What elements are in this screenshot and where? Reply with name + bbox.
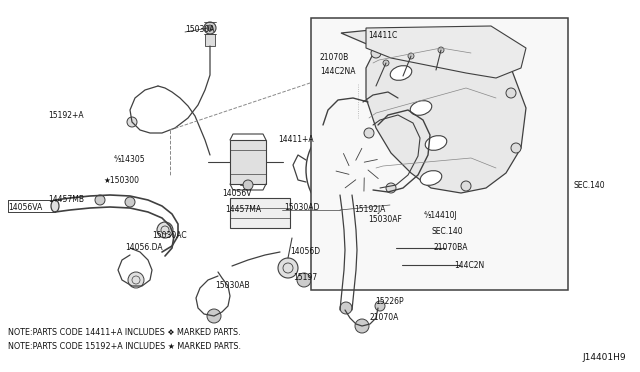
Text: 14056.DA: 14056.DA [125, 244, 163, 253]
Text: 15030A: 15030A [185, 26, 214, 35]
Circle shape [438, 47, 444, 53]
Circle shape [375, 301, 385, 311]
Text: 14457MA: 14457MA [225, 205, 261, 215]
Circle shape [207, 309, 221, 323]
Circle shape [419, 260, 424, 264]
Ellipse shape [410, 101, 432, 115]
Circle shape [417, 257, 427, 267]
Text: 15192JA: 15192JA [354, 205, 385, 215]
Circle shape [397, 210, 407, 220]
Text: NOTE:PARTS CODE 14411+A INCLUDES ❖ MARKED PARTS.: NOTE:PARTS CODE 14411+A INCLUDES ❖ MARKE… [8, 328, 241, 337]
Polygon shape [341, 28, 526, 193]
Text: 14056D: 14056D [290, 247, 320, 257]
Circle shape [386, 183, 396, 193]
Text: 15030AB: 15030AB [215, 282, 250, 291]
Bar [311, 18, 568, 290]
Text: J14401H9: J14401H9 [582, 353, 626, 362]
Circle shape [371, 48, 381, 58]
Circle shape [397, 77, 403, 83]
Text: 15030AC: 15030AC [152, 231, 187, 240]
Circle shape [278, 258, 298, 278]
Text: ★150300: ★150300 [104, 176, 140, 185]
Circle shape [392, 92, 404, 104]
Circle shape [95, 195, 105, 205]
Circle shape [364, 128, 374, 138]
Circle shape [408, 53, 414, 59]
Circle shape [410, 240, 420, 250]
Circle shape [340, 302, 352, 314]
Text: 144C2NA: 144C2NA [320, 67, 355, 77]
Circle shape [340, 192, 352, 204]
Text: ⅘14305: ⅘14305 [114, 155, 146, 164]
Circle shape [397, 260, 407, 270]
Ellipse shape [51, 200, 59, 212]
Polygon shape [366, 26, 526, 78]
Circle shape [157, 222, 173, 238]
Text: 15197: 15197 [293, 273, 317, 282]
Text: SEC.140: SEC.140 [432, 228, 463, 237]
Circle shape [461, 181, 471, 191]
Ellipse shape [425, 136, 447, 150]
Text: 14056V: 14056V [222, 189, 252, 199]
Text: 15030AD: 15030AD [284, 203, 319, 212]
Text: SEC.140: SEC.140 [574, 182, 605, 190]
Circle shape [125, 197, 135, 207]
Text: 14457MB: 14457MB [48, 196, 84, 205]
Circle shape [370, 84, 386, 100]
Text: 21070B: 21070B [320, 52, 349, 61]
Circle shape [243, 180, 253, 190]
Text: 144C2N: 144C2N [454, 260, 484, 269]
Circle shape [128, 272, 144, 288]
Text: 21070BA: 21070BA [434, 244, 468, 253]
Circle shape [207, 25, 213, 31]
Circle shape [127, 117, 137, 127]
Circle shape [403, 223, 413, 233]
Circle shape [383, 60, 389, 66]
Circle shape [506, 88, 516, 98]
Circle shape [406, 225, 410, 231]
Text: 14056VA: 14056VA [8, 202, 42, 212]
Circle shape [204, 22, 216, 34]
Text: NOTE:PARTS CODE 15192+A INCLUDES ★ MARKED PARTS.: NOTE:PARTS CODE 15192+A INCLUDES ★ MARKE… [8, 342, 241, 351]
Ellipse shape [420, 171, 442, 185]
Circle shape [364, 94, 372, 102]
Bar [205, 34, 215, 46]
Circle shape [413, 243, 417, 247]
Text: 15030AF: 15030AF [368, 215, 402, 224]
Bar [230, 198, 290, 228]
Circle shape [399, 212, 404, 218]
Text: 21070A: 21070A [370, 314, 399, 323]
Text: 14411+A: 14411+A [278, 135, 314, 144]
Text: 15192+A: 15192+A [48, 110, 84, 119]
Text: 15226P: 15226P [375, 298, 404, 307]
Circle shape [511, 143, 521, 153]
Circle shape [385, 200, 395, 210]
Circle shape [390, 242, 402, 254]
Text: ⅘14410J: ⅘14410J [424, 211, 458, 219]
Ellipse shape [390, 66, 412, 80]
Ellipse shape [373, 89, 383, 95]
Circle shape [297, 273, 311, 287]
Circle shape [461, 43, 471, 53]
Circle shape [395, 75, 405, 85]
Circle shape [355, 319, 369, 333]
Bar [230, 140, 266, 184]
Text: 14411C: 14411C [368, 32, 397, 41]
